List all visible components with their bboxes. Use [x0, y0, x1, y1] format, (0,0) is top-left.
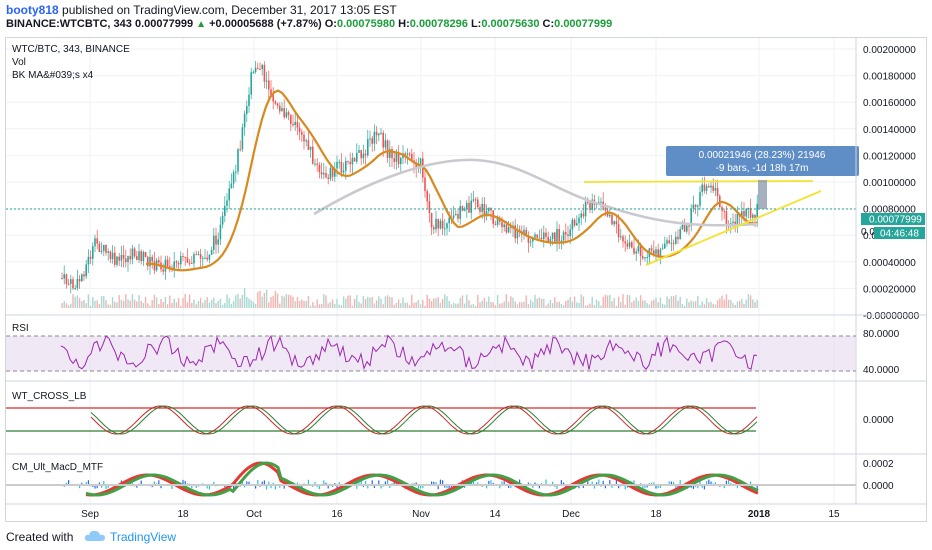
macd-line: [85, 461, 759, 497]
rsi-tick-40: 40.0000: [863, 365, 900, 376]
author-link[interactable]: booty818: [6, 3, 59, 17]
tradingview-cloud-icon: [84, 530, 105, 541]
open-label: O:: [324, 18, 337, 30]
time-tick-label: 18: [177, 509, 189, 520]
ma-grey-line: [313, 158, 759, 227]
wt-tick-0: 0.0000: [863, 415, 894, 426]
time-tick-label: Oct: [246, 509, 262, 520]
rsi-tick-80: 80.0000: [863, 329, 900, 340]
chart-frame[interactable]: WTC/BTC, 343, BINANCE Vol BK MA&#039;s x…: [5, 37, 927, 522]
low-value: 0.00075630: [481, 18, 540, 30]
time-tick-label: Nov: [412, 509, 430, 520]
close-label: C:: [542, 18, 555, 30]
legend-ma: BK MA&#039;s x4: [12, 70, 94, 81]
wt-line-red: [90, 405, 758, 435]
time-tick-label: Sep: [81, 509, 99, 520]
countdown-label: 04:46:48: [880, 229, 919, 240]
price-tick-label: 0.00020000: [863, 284, 916, 295]
price-tick-label: 0.00080000: [863, 205, 916, 216]
candlesticks: [61, 60, 758, 294]
chart-canvas[interactable]: WTC/BTC, 343, BINANCE Vol BK MA&#039;s x…: [6, 38, 926, 521]
chart-header: booty818 published on TradingView.com, D…: [0, 0, 932, 34]
rsi-line: [60, 334, 758, 371]
price-tick-label: 0.00040000: [863, 258, 916, 269]
price-tick-label: 0.00120000: [863, 151, 916, 162]
up-arrow-icon: ▲: [196, 19, 207, 30]
price-axis[interactable]: 0.00200000 0.00180000 0.00160000 0.00140000…: [863, 45, 920, 322]
high-value: 0.00078296: [409, 18, 468, 30]
time-tick-label: Dec: [562, 509, 580, 520]
publish-line: booty818 published on TradingView.com, D…: [6, 3, 397, 17]
price-tick-label: 0.00200000: [863, 45, 916, 56]
time-tick-label: 14: [489, 509, 501, 520]
time-axis[interactable]: Sep 18 Oct 16 Nov 14 Dec 18 2018 15: [81, 509, 840, 520]
support-trendline[interactable]: [645, 190, 822, 266]
ma-orange-line: [145, 89, 759, 272]
open-value: 0.00075980: [336, 18, 396, 30]
time-tick-label: 15: [828, 509, 840, 520]
tradingview-link[interactable]: TradingView: [110, 530, 177, 544]
volume-bars: [61, 288, 758, 308]
price-tick-label: 0.00160000: [863, 98, 916, 109]
price-tick-label: 0.00100000: [863, 178, 916, 189]
last-price-tag: [861, 213, 925, 225]
price-tick-label: -0.00000000: [863, 311, 920, 322]
countdown-tag: [874, 227, 925, 239]
legend-title: WTC/BTC, 343, BINANCE: [12, 44, 130, 55]
macd-title: CM_Ult_MacD_MTF: [12, 462, 103, 473]
change-value: +0.00005688 (+7.87%): [209, 18, 322, 30]
low-label: L:: [470, 18, 482, 30]
symbol-label: BINANCE:WTCBTC, 343: [6, 18, 132, 30]
price-tick-label: 0.00140000: [863, 125, 916, 136]
legend-vol: Vol: [12, 57, 26, 68]
wt-title: WT_CROSS_LB: [12, 391, 87, 402]
macd-tick-0000: 0.0000: [863, 481, 894, 492]
partial-tick-label: 0.0: [861, 227, 875, 238]
publish-info: published on TradingView.com, December 3…: [62, 3, 397, 17]
measure-line-2: -9 bars, -1d 18h 17m: [716, 163, 809, 174]
measure-range[interactable]: [758, 180, 767, 209]
time-tick-label: 18: [650, 509, 662, 520]
measure-tooltip: [666, 146, 859, 176]
price-tick-label: 0.00180000: [863, 72, 916, 83]
rsi-title: RSI: [12, 323, 29, 334]
ohlc-line: BINANCE:WTCBTC, 343 0.00077999 ▲ +0.0000…: [6, 18, 612, 30]
close-value: 0.00077999: [554, 18, 613, 30]
last-price-tag-label: 0.00077999: [869, 215, 922, 226]
time-tick-label: 16: [331, 509, 343, 520]
footer: Created with TradingView: [0, 524, 932, 550]
measure-line-1: 0.00021946 (28.23%) 21946: [699, 150, 826, 161]
time-tick-label: 2018: [748, 509, 771, 520]
rsi-band: [6, 336, 856, 371]
last-price: 0.00077999: [134, 18, 194, 30]
created-with: Created with: [6, 530, 74, 544]
macd-signal-line: [85, 461, 759, 497]
macd-tick-0002: 0.0002: [863, 459, 894, 470]
high-label: H:: [398, 18, 410, 30]
resistance-trendline[interactable]: [583, 180, 814, 183]
wt-line-green: [90, 405, 758, 435]
